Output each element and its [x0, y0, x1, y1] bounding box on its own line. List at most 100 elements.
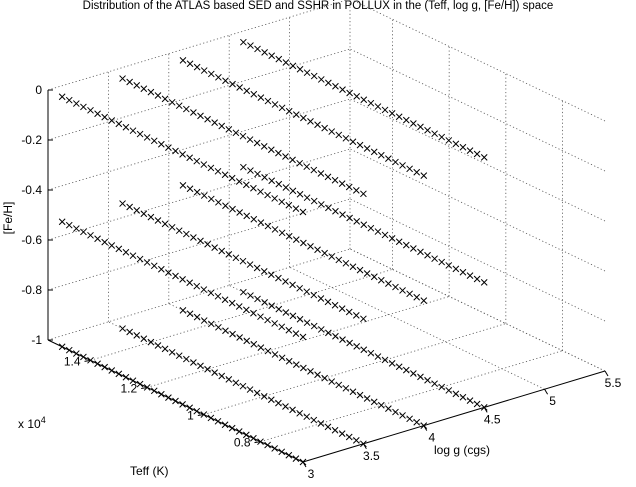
data-point-marker [282, 278, 289, 285]
data-point-marker [459, 268, 467, 276]
data-point-marker [179, 307, 187, 314]
data-point-marker [310, 197, 318, 205]
data-point-marker [232, 254, 240, 262]
data-point-marker [353, 343, 361, 350]
data-point-marker [235, 303, 243, 310]
z-tick-label: -0.2 [21, 133, 42, 147]
data-point-marker [285, 201, 293, 209]
data-point-marker [300, 114, 307, 122]
data-point-marker [332, 82, 339, 90]
data-point-marker [331, 301, 339, 309]
data-point-marker [65, 346, 73, 354]
data-point-marker [143, 259, 151, 266]
data-point-marker [207, 320, 215, 328]
data-point-marker [424, 376, 431, 384]
data-point-marker [101, 113, 109, 121]
data-point-marker [254, 45, 261, 53]
data-point-marker [204, 240, 211, 248]
data-point-marker [243, 87, 251, 95]
data-point-marker [275, 55, 283, 63]
data-point-marker [452, 265, 460, 273]
data-point-marker [332, 207, 339, 215]
data-point-marker [392, 158, 399, 166]
data-point-marker [310, 166, 318, 174]
data-point-marker [356, 266, 364, 274]
data-point-marker [165, 269, 172, 276]
data-point-marker [406, 290, 413, 298]
x-tick-label: 5 [549, 394, 556, 408]
data-point-marker [247, 42, 254, 49]
data-point-marker [381, 356, 389, 364]
z-tick-label: -0.4 [21, 183, 42, 197]
data-point-marker [108, 242, 116, 249]
x-tick-label: 5.5 [605, 376, 622, 390]
data-point-marker [261, 48, 268, 56]
data-point-marker [399, 162, 406, 169]
data-point-marker [243, 337, 251, 345]
data-point-marker [165, 394, 172, 401]
data-point-marker [282, 59, 290, 66]
data-point-marker [157, 265, 165, 273]
data-point-marker [161, 95, 169, 103]
data-point-marker [331, 426, 339, 434]
data-point-marker [175, 102, 183, 110]
data-point-marker [260, 268, 268, 275]
y-axis-exponent: x 104 [18, 415, 46, 431]
data-point-marker [161, 345, 169, 353]
tick-labels: 3 3.5 4 4.5 5 5.5 0.8 1 1.2 1.4 -1 -0.8 -0.6 -0.4 -0.2… [21, 83, 621, 481]
data-point-marker [452, 140, 460, 148]
data-point-marker [275, 274, 282, 282]
data-point-marker [459, 143, 467, 151]
data-point-marker [338, 430, 346, 437]
data-point-marker [222, 77, 229, 85]
data-point-marker [250, 90, 258, 98]
grid-line [47, 98, 351, 191]
data-point-marker [285, 357, 293, 365]
data-point-marker [300, 364, 307, 372]
data-point-marker [395, 113, 403, 121]
data-point-marker [207, 289, 215, 297]
data-point-marker [452, 390, 460, 398]
data-point-marker [87, 231, 94, 239]
data-point-marker [385, 280, 392, 288]
data-point-marker [314, 246, 321, 254]
y-tick-label: 1.2 [120, 381, 137, 395]
data-point-marker [72, 225, 80, 232]
data-point-marker [325, 329, 332, 337]
data-point-marker [250, 340, 258, 348]
data-point-marker [200, 192, 208, 199]
data-point-marker [240, 38, 247, 46]
data-point-marker [193, 63, 201, 71]
data-point-marker [239, 257, 247, 265]
data-point-marker [466, 397, 474, 404]
data-point-marker [282, 309, 290, 316]
data-point-marker [179, 57, 187, 64]
data-point-marker [278, 104, 286, 112]
data-point-marker [360, 190, 367, 198]
data-point-marker [278, 354, 286, 362]
data-point-marker [197, 362, 204, 370]
data-point-marker [395, 363, 403, 371]
data-point-marker [122, 123, 130, 131]
data-point-marker [190, 359, 197, 366]
data-point-marker [236, 209, 243, 216]
grid-line [349, 148, 606, 272]
data-point-marker [80, 353, 87, 361]
data-point-marker [264, 222, 272, 230]
grid-line [349, 48, 606, 172]
z-tick-label: -0.6 [21, 233, 42, 247]
data-point-marker [296, 409, 304, 417]
data-point-marker [225, 376, 233, 383]
data-point-marker [168, 98, 176, 106]
data-point-marker [328, 378, 336, 385]
data-point-marker [360, 346, 368, 354]
data-point-marker [140, 335, 148, 343]
data-point-marker [221, 171, 229, 179]
grid-line [349, 98, 606, 222]
data-point-marker [338, 305, 346, 312]
data-point-marker [240, 163, 247, 171]
data-point-marker [377, 151, 385, 159]
data-point-marker [431, 255, 438, 263]
data-point-marker [193, 188, 201, 196]
data-point-marker [367, 99, 375, 107]
